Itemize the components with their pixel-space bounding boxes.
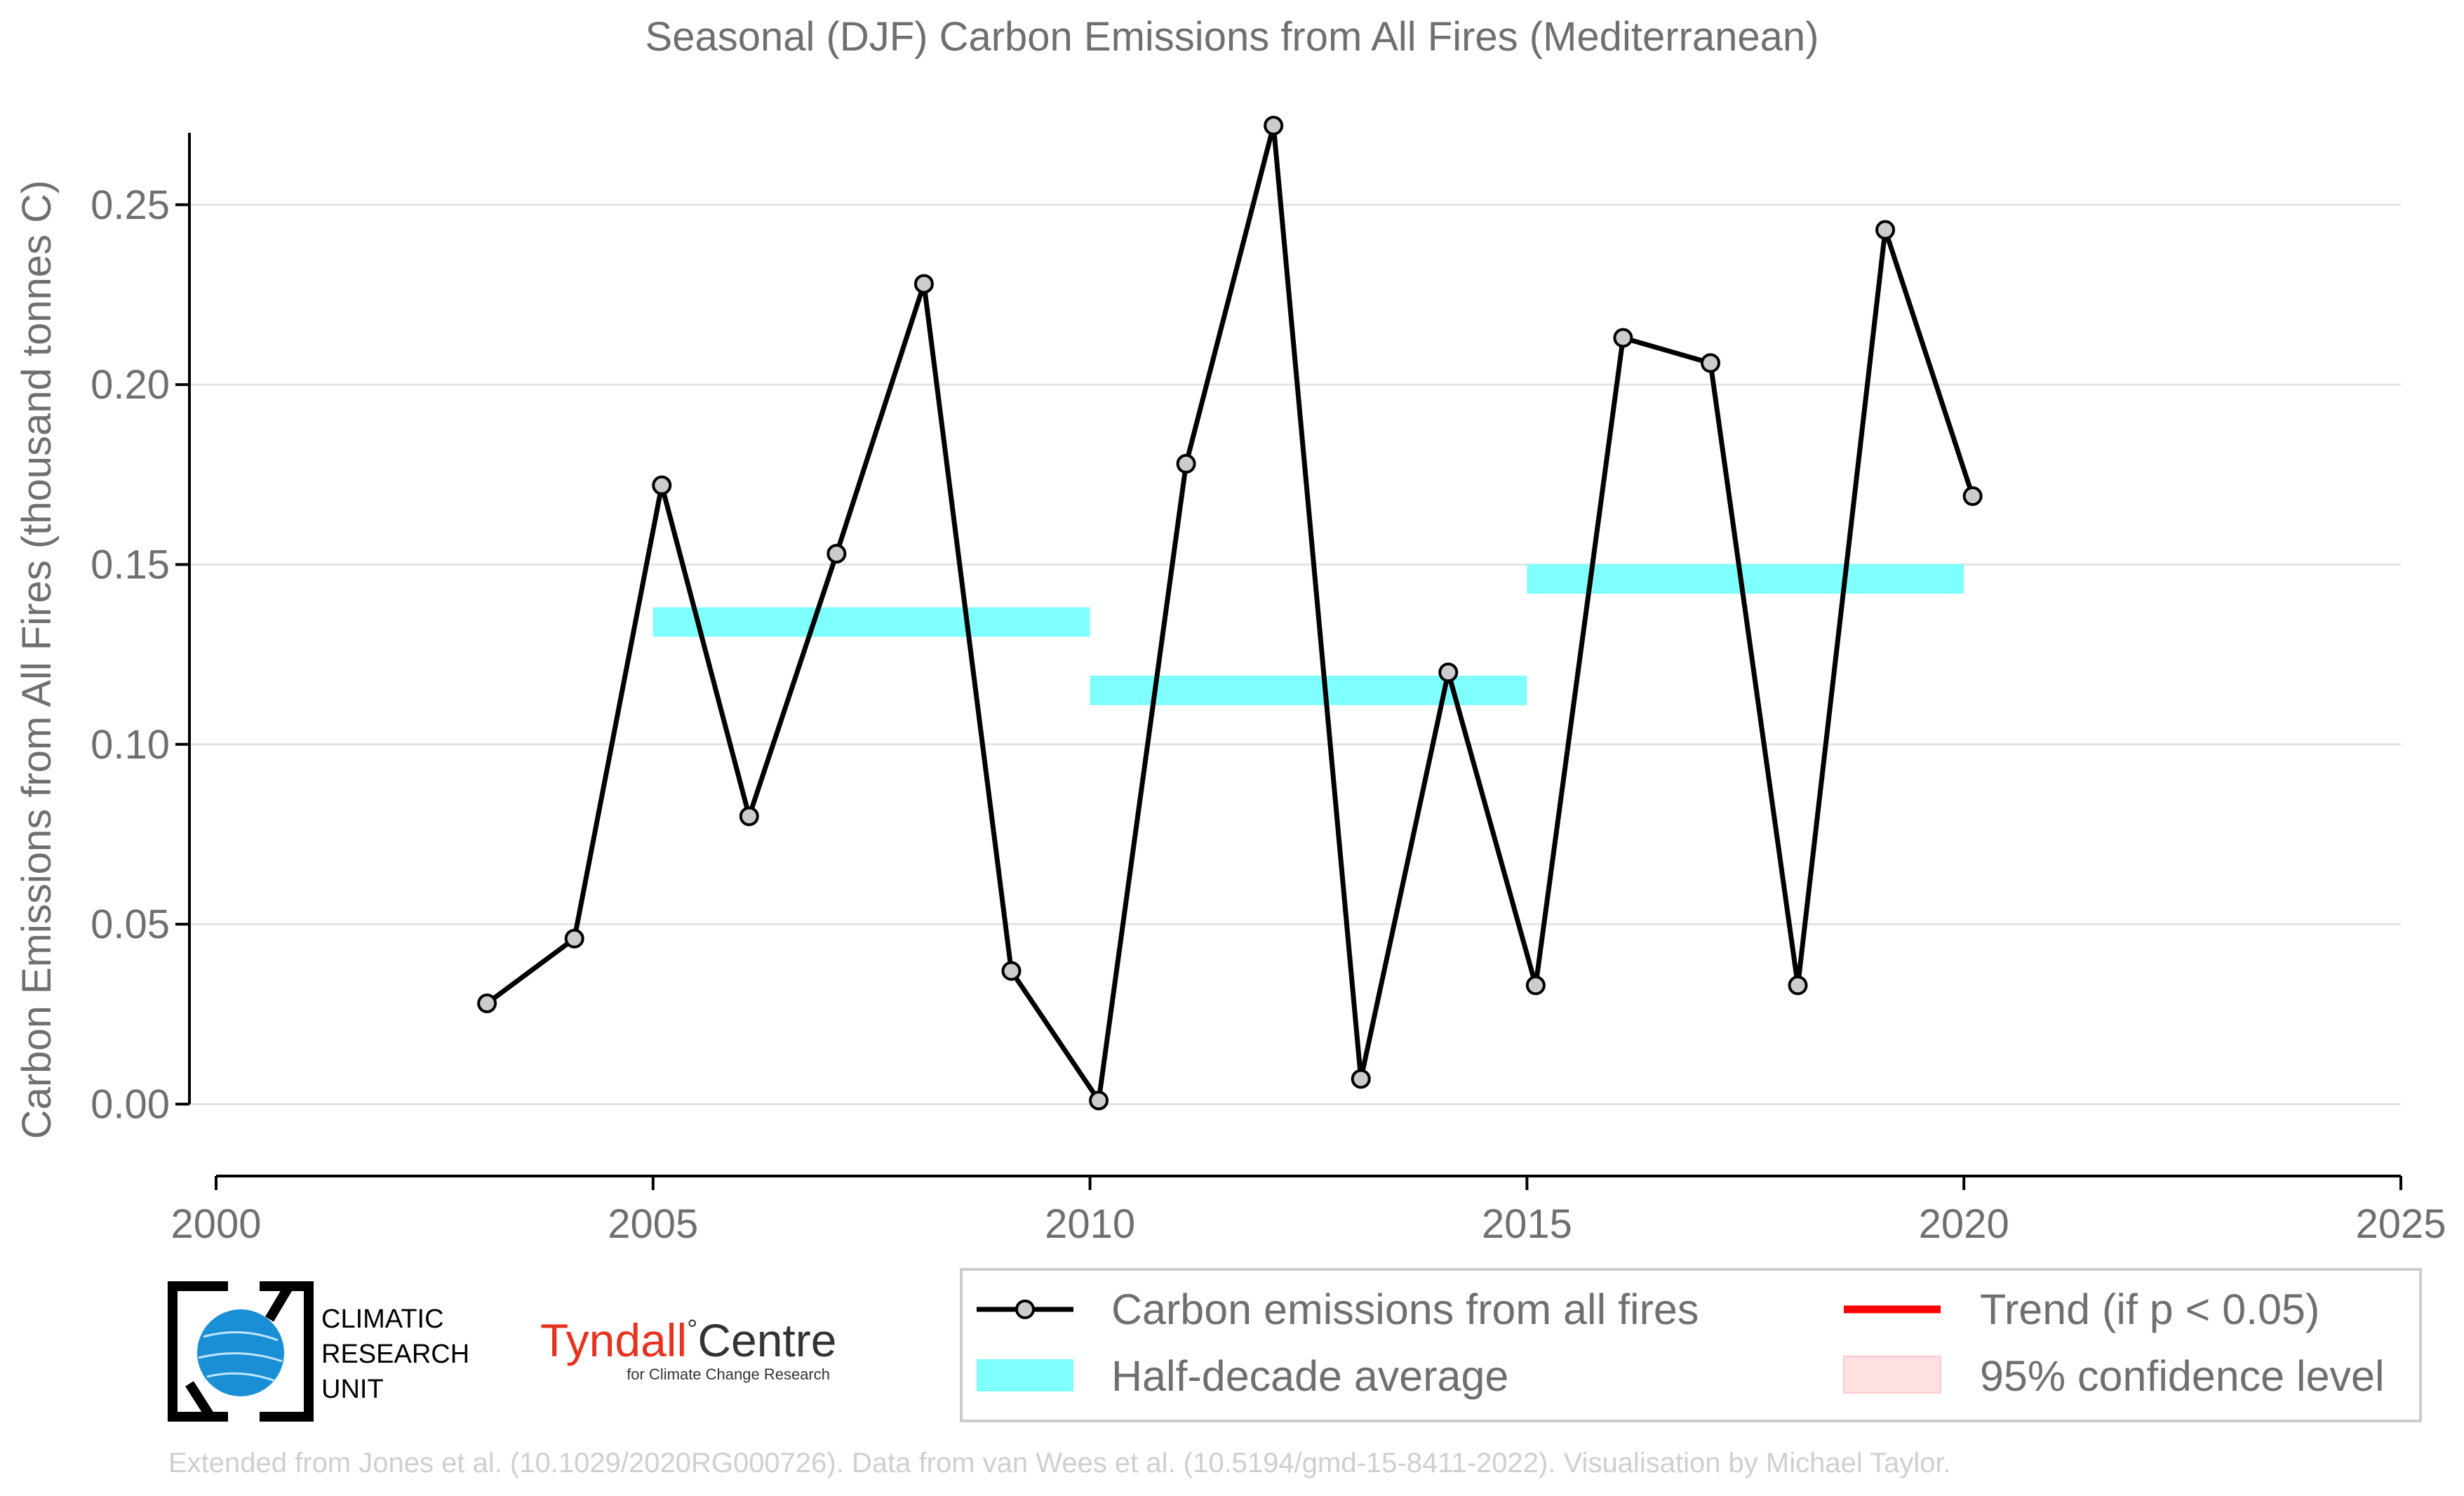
- legend-label-trend: Trend (if p < 0.05): [1980, 1285, 2319, 1333]
- emissions-point: [1351, 1069, 1371, 1089]
- legend-entry-emissions: Carbon emissions from all fires: [977, 1285, 1699, 1333]
- emissions-point: [1264, 116, 1284, 136]
- y-tick-label: 0.15: [91, 542, 170, 587]
- cru-globe-lines: [198, 1331, 283, 1382]
- x-tick-label: 2015: [1482, 1201, 1572, 1247]
- legend-confidence-swatch: [1843, 1356, 1941, 1394]
- tyndall-centre: Centre: [697, 1314, 836, 1366]
- tyndall-name: Tyndall: [540, 1314, 687, 1366]
- tyndall-logo: Tyndall°Centre for Climate Change Resear…: [540, 1314, 836, 1383]
- x-tick-label: 2000: [170, 1201, 261, 1247]
- emissions-point: [1875, 220, 1896, 240]
- emissions-point: [477, 993, 497, 1013]
- legend-label-emissions: Carbon emissions from all fires: [1111, 1285, 1699, 1333]
- legend: Carbon emissions from all fires Trend (i…: [960, 1268, 2422, 1422]
- emissions-point: [1613, 328, 1633, 348]
- y-tick-label: 0.25: [91, 182, 170, 228]
- cru-logo-slash-bottom: [185, 1381, 215, 1420]
- y-tick-label: 0.20: [91, 362, 170, 408]
- y-axis: 0.00 0.05 0.10 0.15 0.20 0.25: [91, 133, 191, 1127]
- emissions-point: [1700, 353, 1720, 373]
- emissions-point: [1176, 453, 1196, 474]
- legend-entry-trend: Trend (if p < 0.05): [1844, 1285, 2319, 1333]
- y-tick-label: 0.05: [91, 902, 170, 947]
- legend-label-average: Half-decade average: [1111, 1352, 1508, 1400]
- x-tick-label: 2025: [2355, 1201, 2446, 1247]
- tyndall-degree: °: [687, 1315, 697, 1344]
- cru-name-line2: RESEARCH: [321, 1340, 469, 1369]
- legend-label-confidence: 95% confidence level: [1980, 1352, 2385, 1400]
- legend-frame: [960, 1268, 2422, 1422]
- y-tick-label: 0.10: [91, 722, 170, 768]
- cru-logo-slash-top: [265, 1283, 294, 1322]
- emissions-point: [1001, 961, 1022, 981]
- legend-entry-average: Half-decade average: [977, 1352, 1508, 1400]
- emissions-point: [1788, 975, 1808, 996]
- legend-average-swatch: [977, 1359, 1073, 1391]
- emissions-point: [913, 274, 934, 294]
- emissions-point: [739, 806, 759, 827]
- emissions-point: [826, 544, 847, 564]
- chart-title: Seasonal (DJF) Carbon Emissions from All…: [645, 14, 1819, 60]
- emissions-point: [1438, 662, 1459, 683]
- y-tick-label: 0.00: [91, 1081, 170, 1127]
- x-axis: 2000 2005 2010 2015 2020 2025: [170, 1175, 2446, 1247]
- half-decade-average-bar: [652, 607, 1090, 637]
- emissions-point: [652, 475, 672, 495]
- legend-entry-confidence: 95% confidence level: [1843, 1352, 2385, 1400]
- x-tick-label: 2005: [608, 1201, 698, 1247]
- emissions-line: [486, 123, 1975, 1103]
- cru-name-line3: UNIT: [321, 1375, 384, 1404]
- half-decade-average-bars: [652, 563, 1964, 705]
- emissions-point: [1089, 1090, 1109, 1111]
- x-tick-label: 2020: [1919, 1201, 2009, 1247]
- x-tick-label: 2010: [1045, 1201, 1135, 1247]
- footer-credits: Extended from Jones et al. (10.1029/2020…: [168, 1448, 1951, 1478]
- cru-logo-bracket-left: [168, 1281, 228, 1422]
- half-decade-average-bar: [1527, 563, 1964, 594]
- emissions-point: [1525, 975, 1546, 996]
- cru-logo: CLIMATIC RESEARCH UNIT: [168, 1281, 469, 1422]
- emissions-point: [564, 928, 584, 949]
- legend-marker-swatch: [1015, 1300, 1035, 1319]
- cru-name-line1: CLIMATIC: [321, 1304, 444, 1334]
- emissions-series: [477, 116, 1983, 1111]
- tyndall-subtitle: for Climate Change Research: [627, 1365, 830, 1383]
- tyndall-wordmark: Tyndall°Centre: [540, 1314, 836, 1366]
- emissions-point: [1962, 486, 1983, 507]
- y-axis-label: Carbon Emissions from All Fires (thousan…: [14, 180, 60, 1140]
